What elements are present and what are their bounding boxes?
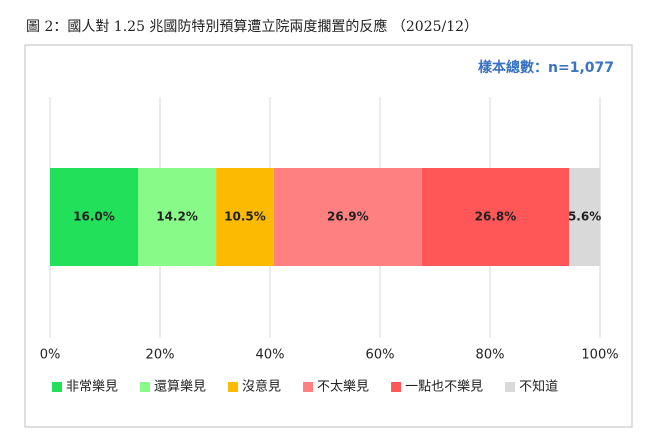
bar-segment <box>50 168 138 266</box>
x-tick-label: 0% <box>40 348 61 363</box>
value-label: 16.0% <box>73 210 115 224</box>
x-tick-label: 40% <box>256 348 285 363</box>
x-tick-label: 20% <box>146 348 175 363</box>
legend-label: 非常樂見 <box>66 379 118 395</box>
bar-segment <box>216 168 274 266</box>
legend-label: 一點也不樂見 <box>405 379 483 395</box>
sample-size: 樣本總數：n=1,077 <box>478 59 614 76</box>
legend-label: 沒意見 <box>242 379 281 395</box>
x-tick-label: 100% <box>581 348 618 363</box>
value-label: 26.8% <box>475 210 517 224</box>
legend-swatch <box>228 382 239 392</box>
value-label: 26.9% <box>327 210 369 224</box>
value-label: 5.6% <box>568 210 601 224</box>
legend-label: 不知道 <box>519 379 558 395</box>
bar-segment <box>421 168 570 266</box>
legend-swatch <box>391 382 402 392</box>
chart-frame <box>24 44 633 428</box>
value-label: 14.2% <box>156 210 198 224</box>
legend-label: 不太樂見 <box>317 379 369 395</box>
legend-label: 還算樂見 <box>154 379 206 395</box>
bar-segment <box>273 168 422 266</box>
x-tick-label: 60% <box>366 348 395 363</box>
value-label: 10.5% <box>224 210 266 224</box>
legend-swatch <box>505 382 516 392</box>
chart-title: 圖 2：國人對 1.25 兆國防特別預算遭立院兩度擱置的反應 （2025/12） <box>26 18 478 35</box>
legend-swatch <box>303 382 314 392</box>
legend-swatch <box>140 382 151 392</box>
x-tick-label: 80% <box>476 348 505 363</box>
bar-segment <box>569 168 600 266</box>
legend-swatch <box>52 382 62 392</box>
bar-segment <box>138 168 217 266</box>
